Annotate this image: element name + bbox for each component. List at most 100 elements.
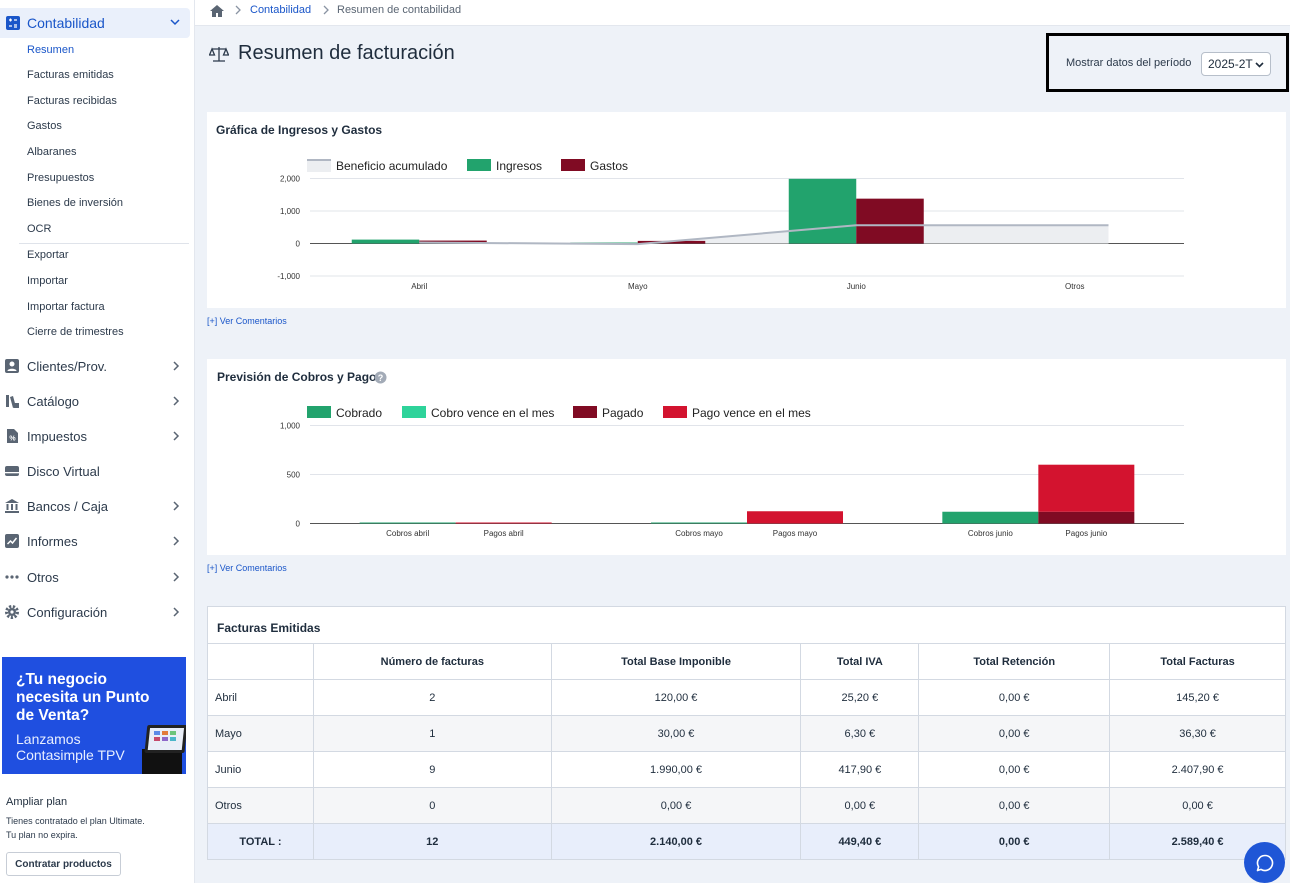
chevron-right-icon — [173, 607, 180, 617]
legend-item[interactable]: Gastos — [561, 159, 628, 173]
table-row: Junio 9 1.990,00 €417,90 €0,00 €2.407,90 € — [207, 751, 1286, 788]
y-tick-label: -1,000 — [277, 272, 300, 281]
sidebar-item-catálogo[interactable]: Catálogo — [0, 388, 190, 414]
sidebar-item-impuestos[interactable]: % Impuestos — [0, 423, 190, 449]
chevron-right-icon — [173, 396, 180, 406]
drive-icon — [4, 463, 20, 479]
total-cell: 12 — [312, 823, 552, 860]
income-expenses-card: Gráfica de Ingresos y Gastos -1,000 0 1,00… — [207, 112, 1286, 308]
help-icon[interactable]: ? — [374, 371, 387, 384]
breadcrumb: Contabilidad Resumen de contabilidad — [195, 0, 1290, 26]
table-row: Abril 2 120,00 €25,20 €0,00 €145,20 € — [207, 679, 1286, 716]
table-cell: 2.407,90 € — [1109, 751, 1286, 788]
view-comments-link[interactable]: [+] Ver Comentarios — [207, 316, 287, 326]
table-row: Otros 0 0,00 €0,00 €0,00 €0,00 € — [207, 787, 1286, 824]
sidebar-subitem-facturas-emitidas[interactable]: Facturas emitidas — [27, 69, 114, 81]
chart-title: Previsión de Cobros y Pagos — [217, 370, 384, 384]
bar-gastos[interactable] — [856, 198, 924, 244]
period-select[interactable]: 2025-2T — [1201, 52, 1271, 76]
table-header-row: Número de facturas Total Base Imponible … — [207, 643, 1286, 680]
table-cell: 36,30 € — [1109, 715, 1286, 752]
sidebar-subitem-importar-factura[interactable]: Importar factura — [27, 301, 105, 313]
breadcrumb-current: Resumen de contabilidad — [337, 4, 462, 16]
svg-text:%: % — [9, 436, 16, 443]
column-header — [207, 643, 314, 680]
table-row: Mayo 1 30,00 €6,30 €0,00 €36,30 € — [207, 715, 1286, 752]
plan-expiry: Tu plan no expira. — [6, 830, 78, 840]
row-label: Otros — [207, 787, 314, 824]
sidebar-item-configuración[interactable]: Configuración — [0, 599, 190, 625]
sidebar-subitem-gastos[interactable]: Gastos — [27, 120, 62, 132]
sidebar-item-label: Bancos / Caja — [27, 498, 108, 514]
page-title: Resumen de facturación — [238, 42, 455, 64]
legend-item[interactable]: Ingresos — [467, 159, 542, 173]
main-content: Contabilidad Resumen de contabilidad Res… — [195, 0, 1290, 883]
legend-item[interactable]: Cobrado — [307, 406, 382, 420]
sidebar-subitem-importar[interactable]: Importar — [27, 275, 68, 287]
legend-swatch — [307, 160, 331, 172]
x-tick-label: Pagos abril — [484, 529, 524, 538]
sidebar-item-otros[interactable]: Otros — [0, 564, 190, 590]
sidebar-item-contabilidad[interactable]: Contabilidad — [0, 8, 190, 38]
sidebar-item-label: Catálogo — [27, 393, 80, 409]
collections-payments-card: Previsión de Cobros y Pagos ? 0 500 1,000 C… — [207, 359, 1286, 555]
sidebar-item-disco-virtual[interactable]: Disco Virtual — [0, 458, 190, 484]
x-tick-label: Pagos mayo — [773, 529, 818, 538]
promo-banner[interactable]: ¿Tu negocio necesita un Punto de Venta? … — [2, 657, 186, 774]
bar-ingresos[interactable] — [788, 178, 857, 244]
catalog-icon — [4, 393, 20, 409]
period-value: 2025-2T — [1208, 57, 1253, 71]
sidebar-item-clientes-prov[interactable]: Clientes/Prov. — [0, 353, 190, 379]
table-cell: 9 — [312, 751, 552, 788]
legend-label: Cobrado — [336, 406, 382, 420]
breadcrumb-link-contabilidad[interactable]: Contabilidad — [250, 4, 312, 16]
sidebar-subitem-presupuestos[interactable]: Presupuestos — [27, 172, 95, 184]
legend-item[interactable]: Beneficio acumulado — [307, 159, 448, 173]
x-tick-label: Junio — [847, 282, 867, 291]
sidebar-item-bancos-caja[interactable]: Bancos / Caja — [0, 493, 190, 519]
table-cell: 0,00 € — [550, 787, 802, 824]
legend-item[interactable]: Pago vence en el mes — [663, 406, 811, 420]
total-cell: 2.140,00 € — [550, 823, 802, 860]
table-cell: 2 — [312, 679, 552, 716]
scale-icon — [209, 46, 229, 62]
view-comments-link[interactable]: [+] Ver Comentarios — [207, 563, 287, 573]
x-tick-label: Mayo — [628, 282, 648, 291]
sidebar: Contabilidad Resumen Facturas emitidas Fac… — [0, 0, 195, 883]
table-cell: 25,20 € — [800, 679, 920, 716]
chevron-right-icon — [173, 361, 180, 371]
sidebar-subitem-exportar[interactable]: Exportar — [27, 249, 69, 261]
chevron-right-icon — [235, 5, 241, 15]
divider — [19, 243, 189, 244]
sidebar-subitem-albaranes[interactable]: Albaranes — [27, 146, 77, 158]
chat-button[interactable] — [1244, 842, 1285, 883]
legend-swatch — [467, 159, 491, 171]
home-icon[interactable] — [209, 4, 225, 18]
legend-swatch — [561, 159, 585, 171]
sidebar-subitem-resumen[interactable]: Resumen — [27, 44, 75, 56]
bar-pagado[interactable] — [1038, 511, 1135, 524]
sidebar-subitem-cierre-de-trimestres[interactable]: Cierre de trimestres — [27, 326, 124, 338]
column-header: Total Facturas — [1109, 643, 1286, 680]
y-tick-label: 2,000 — [280, 175, 301, 184]
sidebar-item-label: Disco Virtual — [27, 463, 100, 479]
table-cell: 30,00 € — [550, 715, 802, 752]
row-label: Abril — [207, 679, 314, 716]
sidebar-subitem-facturas-recibidas[interactable]: Facturas recibidas — [27, 95, 117, 107]
sidebar-subitem-bienes-de-inversión[interactable]: Bienes de inversión — [27, 197, 124, 209]
bar-cobrado[interactable] — [942, 511, 1039, 524]
gear-icon — [4, 604, 20, 620]
sidebar-item-informes[interactable]: Informes — [0, 528, 190, 554]
bar-pago-vence-en-el-mes[interactable] — [1038, 464, 1135, 512]
table-cell: 120,00 € — [550, 679, 802, 716]
row-label: Junio — [207, 751, 314, 788]
chat-icon — [1256, 854, 1273, 871]
y-tick-label: 500 — [287, 471, 301, 480]
sidebar-subitem-ocr[interactable]: OCR — [27, 223, 52, 235]
bar-ingresos[interactable] — [351, 239, 420, 244]
plan-title: Ampliar plan — [6, 796, 68, 808]
legend-item[interactable]: Cobro vence en el mes — [402, 406, 554, 420]
contract-products-button[interactable]: Contratar productos — [6, 852, 121, 876]
legend-item[interactable]: Pagado — [573, 406, 644, 420]
bar-pago-vence-en-el-mes[interactable] — [747, 511, 843, 524]
